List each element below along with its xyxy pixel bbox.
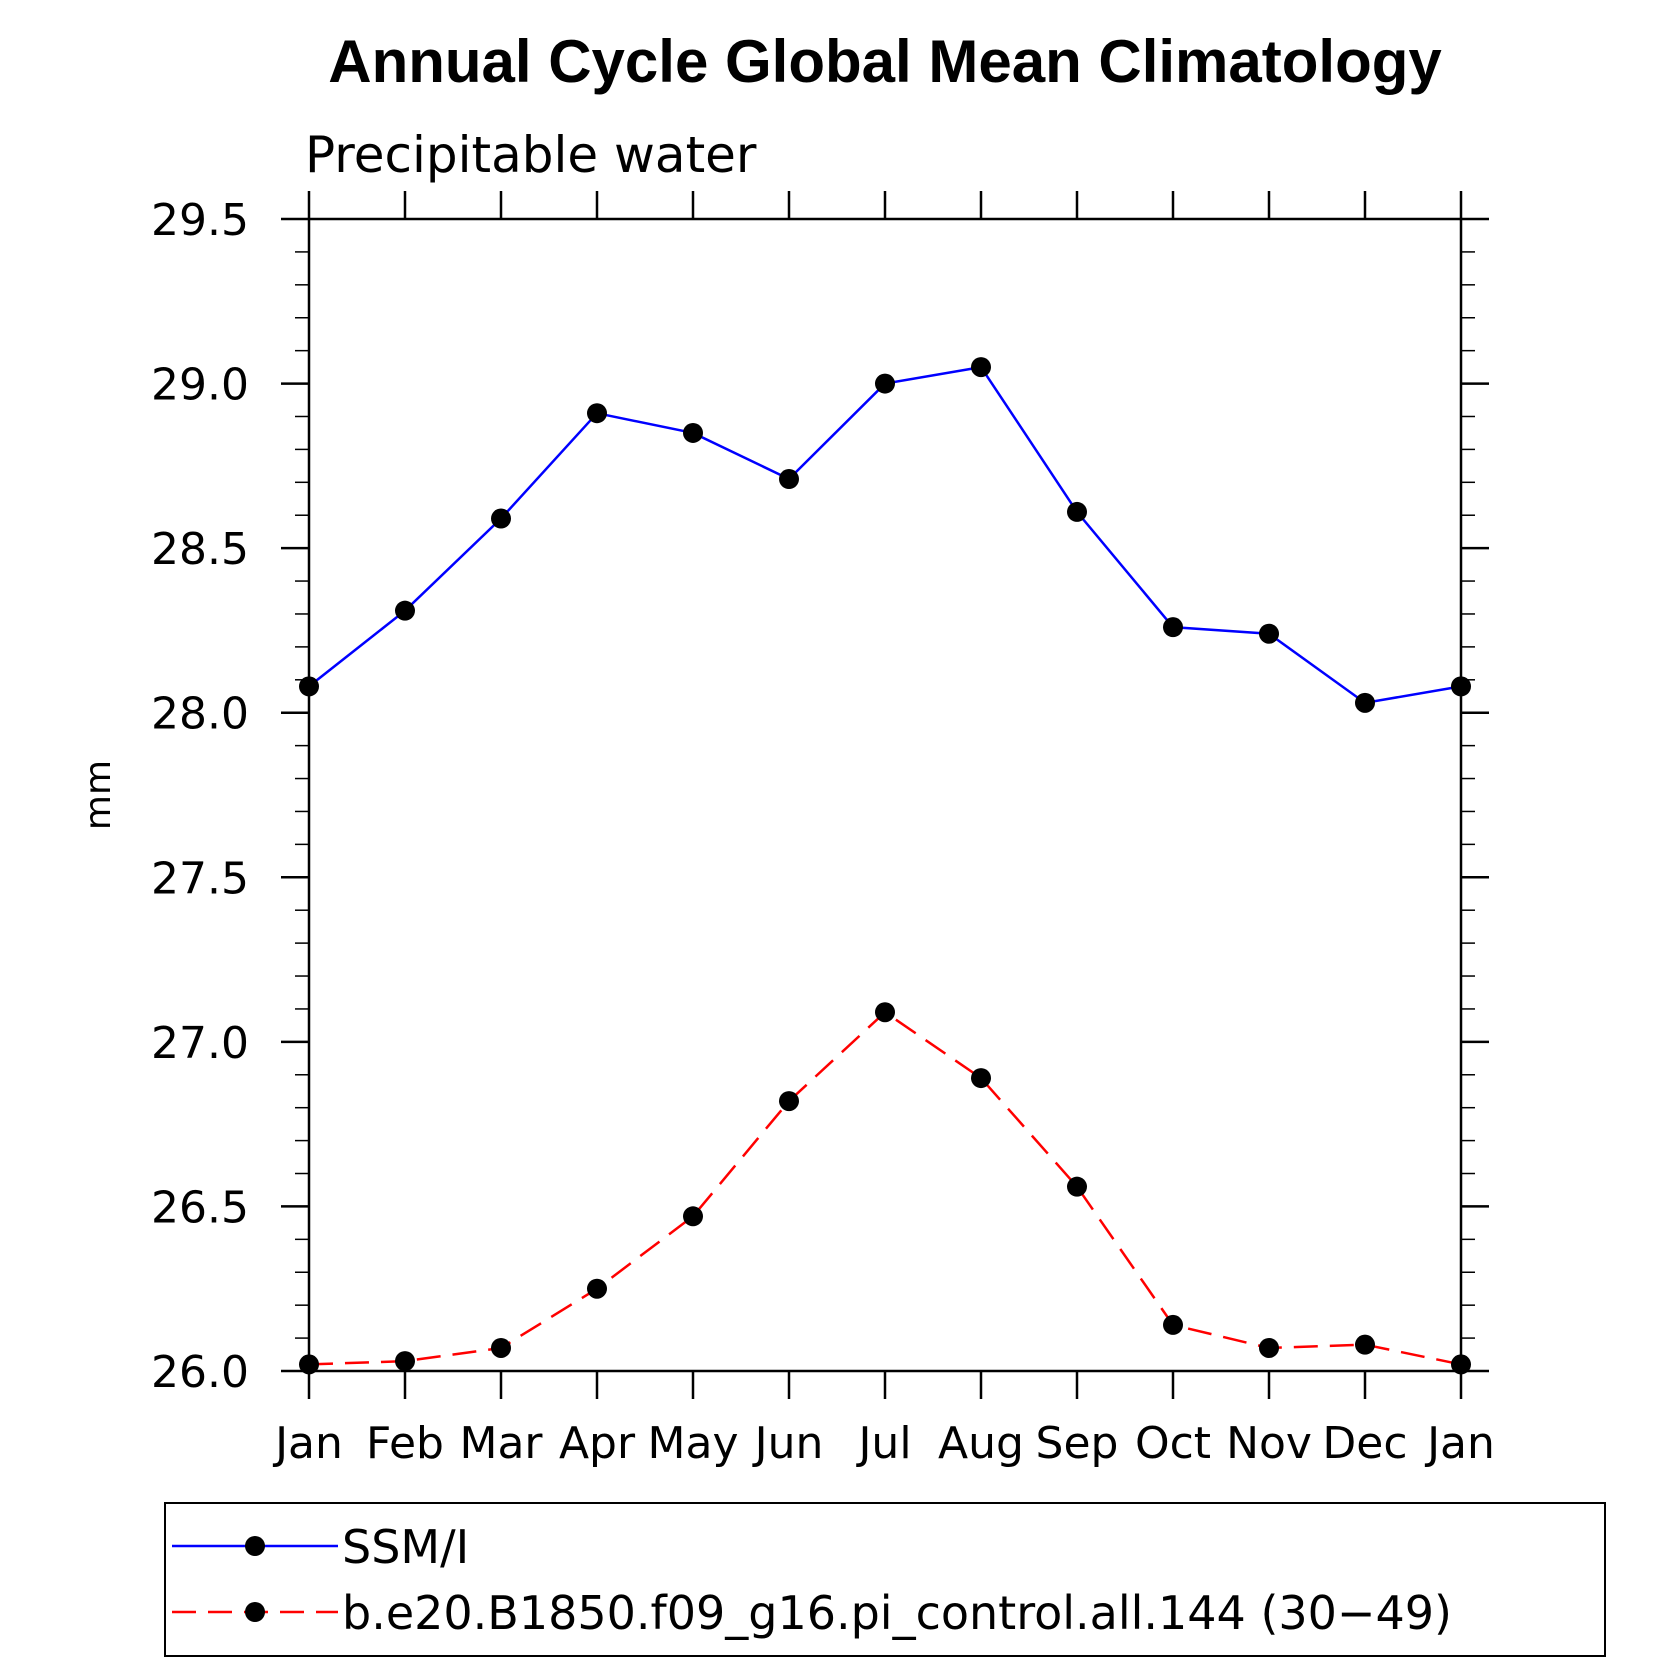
data-point	[395, 1351, 415, 1372]
legend-box	[164, 1502, 1606, 1657]
x-tick-label: Nov	[1226, 1418, 1312, 1469]
series-line	[308, 1010, 1462, 1366]
chart-subtitle: Precipitable water	[305, 126, 757, 184]
x-tick-label: Mar	[459, 1418, 543, 1469]
axes: 26.0 26.5 27.0 27.5 28.0 28.5 29.0 29.5 Jan Feb Ma…	[151, 191, 1495, 1469]
legend-marker	[245, 1602, 265, 1622]
data-point	[491, 508, 511, 529]
data-point	[779, 1091, 799, 1112]
data-point	[1259, 1337, 1279, 1358]
data-point	[587, 403, 607, 424]
data-point	[491, 1337, 511, 1358]
legend-marker	[245, 1536, 265, 1556]
data-point	[779, 469, 799, 490]
data-point	[1451, 1354, 1471, 1375]
data-point	[971, 1068, 991, 1089]
data-point	[683, 422, 703, 443]
data-point	[395, 600, 415, 621]
x-tick-label: Jan	[1424, 1418, 1495, 1469]
y-tick-label: 28.5	[151, 524, 249, 575]
data-point	[1067, 501, 1087, 522]
y-axis-label: mm	[78, 760, 119, 830]
x-tick-label: Jan	[272, 1418, 343, 1469]
y-tick-label: 26.5	[151, 1182, 249, 1233]
data-point	[971, 357, 991, 378]
series-1	[299, 1002, 1471, 1375]
x-tick-label: Sep	[1036, 1418, 1119, 1469]
data-point	[1259, 623, 1279, 644]
data-point	[875, 373, 895, 394]
legend: SSM/I b.e20.B1850.f09_g16.pi_control.all.…	[164, 1502, 1606, 1657]
y-tick-label: 27.0	[151, 1018, 249, 1069]
x-tick-label: May	[648, 1418, 739, 1469]
y-tick-label: 28.0	[151, 689, 249, 740]
y-tick-label: 27.5	[151, 853, 249, 904]
data-point	[683, 1206, 703, 1227]
data-point	[1355, 1334, 1375, 1355]
x-tick-label: Oct	[1135, 1418, 1211, 1469]
data-point	[1163, 1314, 1183, 1335]
series-line	[308, 365, 1462, 705]
x-tick-label: Dec	[1322, 1418, 1407, 1469]
x-tick-label: Jun	[752, 1418, 824, 1469]
series-layer	[299, 357, 1471, 1375]
legend-label: SSM/I	[342, 1520, 469, 1574]
legend-label: b.e20.B1850.f09_g16.pi_control.all.144 (…	[342, 1586, 1452, 1640]
x-tick-label: Jul	[855, 1418, 911, 1469]
y-tick-label: 29.5	[151, 195, 249, 246]
y-tick-label: 29.0	[151, 360, 249, 411]
x-tick-label: Feb	[366, 1418, 444, 1469]
data-point	[299, 1354, 319, 1375]
data-point	[875, 1002, 895, 1023]
x-tick-label: Aug	[938, 1418, 1024, 1469]
data-point	[1451, 676, 1471, 697]
data-point	[587, 1278, 607, 1299]
data-point	[1067, 1176, 1087, 1197]
data-point	[299, 676, 319, 697]
y-tick-label: 26.0	[151, 1347, 249, 1398]
chart-title: Annual Cycle Global Mean Climatology	[328, 28, 1442, 95]
x-tick-label: Apr	[559, 1418, 636, 1469]
series-0	[299, 357, 1471, 713]
data-point	[1355, 692, 1375, 713]
data-point	[1163, 617, 1183, 638]
